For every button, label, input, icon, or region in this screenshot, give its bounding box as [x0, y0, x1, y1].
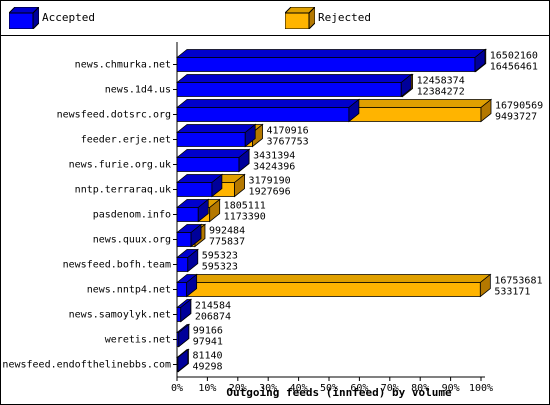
bar-accepted-front — [176, 182, 213, 197]
bar-accepted-side — [178, 323, 190, 348]
bar-rejected-top — [185, 274, 492, 283]
accepted-swatch-icon — [9, 7, 39, 29]
x-tick-label: 100% — [469, 383, 493, 394]
accepted-value-label: 9493727 — [495, 112, 537, 123]
legend-rejected-label: Rejected — [318, 11, 371, 24]
bar-accepted-side — [348, 98, 360, 123]
bar-accepted-side — [187, 248, 199, 273]
bar-accepted-front — [176, 232, 192, 247]
bar-rejected-side — [479, 273, 491, 298]
x-tick-label: 60% — [350, 383, 368, 394]
bar-accepted-top — [175, 74, 413, 83]
bar-rejected-side — [209, 198, 221, 223]
bar-rejected-side — [480, 98, 492, 123]
accepted-value-label: 12384272 — [417, 87, 465, 98]
bar-accepted-side — [180, 298, 192, 323]
category-label: pasdenom.info — [93, 210, 171, 221]
x-tick-label: 40% — [290, 383, 308, 394]
category-label: newsfeed.dotsrc.org — [57, 110, 171, 121]
x-tick-label: 80% — [411, 383, 429, 394]
total-value-label: 992484 — [209, 226, 245, 237]
bar-accepted-side — [190, 223, 202, 248]
category-label: news.samoylyk.net — [69, 310, 171, 321]
x-tick-label: 50% — [320, 383, 338, 394]
bar-accepted-front — [176, 307, 182, 322]
total-value-label: 3431394 — [253, 151, 295, 162]
accepted-value-label: 1927696 — [249, 187, 291, 198]
bar-accepted-side — [211, 173, 223, 198]
bar-accepted-side — [474, 48, 486, 73]
bar-accepted-top — [175, 124, 257, 133]
bar-accepted-front — [176, 257, 189, 272]
legend-accepted-label: Accepted — [42, 11, 95, 24]
total-value-label: 214584 — [195, 301, 231, 312]
accepted-value-label: 97941 — [193, 337, 223, 348]
category-label: newsfeed.bofh.team — [63, 260, 171, 271]
bar-accepted-side — [186, 273, 198, 298]
bar-accepted-front — [176, 207, 199, 222]
bar-accepted-front — [176, 107, 350, 122]
legend: Accepted Rejected — [1, 1, 549, 36]
total-value-label: 81140 — [192, 351, 222, 362]
bar-rejected-front — [186, 282, 481, 297]
bar-accepted-side — [177, 348, 189, 373]
accepted-value-label: 775837 — [209, 237, 245, 248]
bar-accepted-front — [176, 157, 240, 172]
bar-accepted-side — [197, 198, 209, 223]
category-label: newsfeed.endofthelinebbs.com — [2, 360, 171, 371]
category-label: nntp.terraraq.uk — [75, 185, 171, 196]
total-value-label: 16790569 — [495, 101, 543, 112]
accepted-value-label: 533171 — [494, 287, 530, 298]
bar-accepted-top — [175, 49, 487, 58]
x-tick-label: 20% — [229, 383, 247, 394]
category-label: news.chmurka.net — [75, 60, 171, 71]
x-tick-label: 90% — [442, 383, 460, 394]
bar-rejected-front — [348, 107, 482, 122]
total-value-label: 16753681 — [494, 276, 542, 287]
total-value-label: 12458374 — [417, 76, 465, 87]
category-label: news.quux.org — [93, 235, 171, 246]
accepted-value-label: 595323 — [202, 262, 238, 273]
bar-accepted-side — [400, 73, 412, 98]
bar-accepted-side — [238, 148, 250, 173]
bar-accepted-front — [176, 282, 188, 297]
accepted-value-label: 16456461 — [490, 62, 538, 73]
total-value-label: 16502160 — [490, 51, 538, 62]
rejected-swatch-icon — [285, 7, 315, 29]
x-axis-label: Outgoing feeds (innfeed) by volume — [226, 386, 452, 399]
category-label: news.furie.org.uk — [69, 160, 171, 171]
accepted-value-label: 49298 — [192, 362, 222, 373]
total-value-label: 99166 — [193, 326, 223, 337]
bar-accepted-front — [176, 132, 246, 147]
category-label: weretis.net — [105, 335, 171, 346]
bar-rejected-side — [252, 123, 263, 148]
category-label: news.1d4.us — [105, 85, 171, 96]
category-label: news.nntp4.net — [87, 285, 171, 296]
accepted-value-label: 3767753 — [267, 137, 309, 148]
bar-accepted-side — [244, 123, 256, 148]
accepted-value-label: 3424396 — [253, 162, 295, 173]
accepted-value-label: 1173390 — [224, 212, 266, 223]
bar-accepted-front — [176, 57, 476, 72]
x-tick-label: 10% — [198, 383, 216, 394]
total-value-label: 1805111 — [224, 201, 266, 212]
total-value-label: 4170916 — [267, 126, 309, 137]
bar-rejected-top — [347, 99, 493, 108]
x-tick-label: 70% — [381, 383, 399, 394]
bar-rejected-side — [234, 173, 245, 198]
category-label: feeder.erje.net — [81, 135, 171, 146]
total-value-label: 595323 — [202, 251, 238, 262]
x-tick-label: 0% — [171, 383, 183, 394]
x-tick-label: 30% — [259, 383, 277, 394]
total-value-label: 3179190 — [249, 176, 291, 187]
bar-accepted-front — [176, 82, 402, 97]
bar-accepted-top — [175, 149, 251, 158]
bar-accepted-top — [175, 99, 361, 108]
accepted-value-label: 206874 — [195, 312, 231, 323]
